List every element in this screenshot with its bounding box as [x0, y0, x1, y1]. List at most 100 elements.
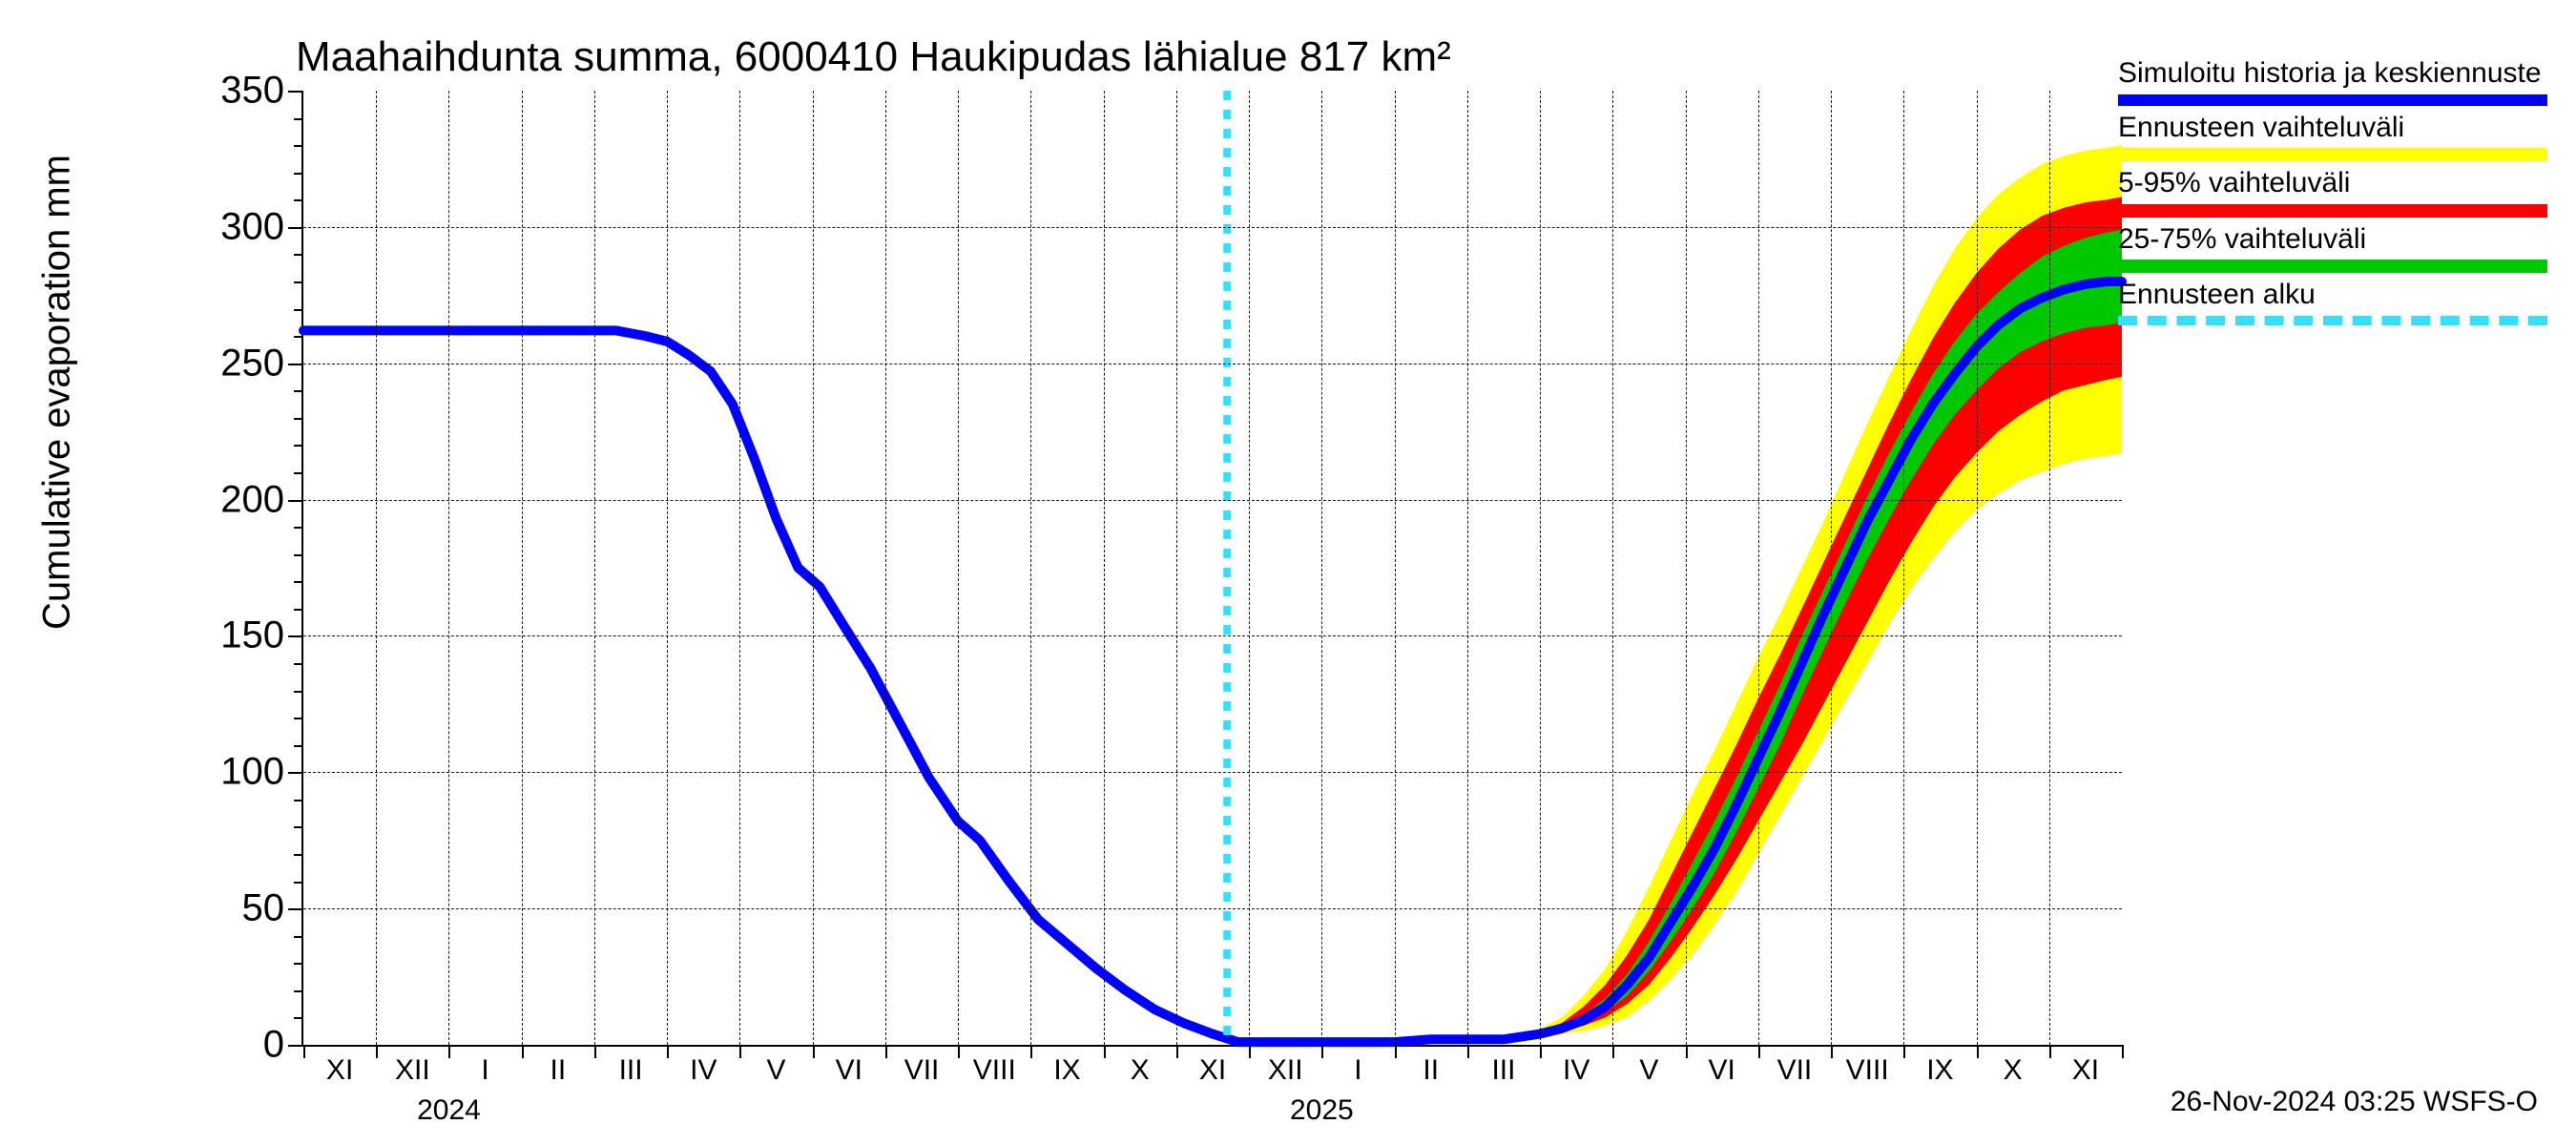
y-tick-label: 100 [220, 751, 284, 794]
legend-label: Ennusteen vaihteluväli [2118, 112, 2547, 145]
legend-swatch [2118, 260, 2547, 273]
y-minor-tick [294, 418, 303, 420]
grid-line-h [303, 500, 2122, 501]
x-tick-label: III [1491, 1054, 1515, 1087]
legend-item: Ennusteen vaihteluväli [2118, 112, 2547, 162]
x-tick-mark [1395, 1045, 1397, 1058]
y-minor-tick [294, 254, 303, 256]
y-tick-label: 0 [263, 1024, 284, 1067]
x-tick-label: VI [836, 1054, 862, 1087]
grid-line-v [667, 91, 668, 1045]
y-minor-tick [294, 173, 303, 175]
y-minor-tick [294, 145, 303, 147]
y-major-tick [288, 772, 303, 774]
y-major-tick [288, 227, 303, 229]
grid-line-v [1831, 91, 1832, 1045]
grid-line-h [303, 772, 2122, 773]
grid-line-v [376, 91, 377, 1045]
legend-label: 5-95% vaihteluväli [2118, 167, 2547, 200]
legend-label: Ennusteen alku [2118, 279, 2547, 312]
x-tick-label: II [550, 1054, 566, 1087]
x-tick-mark [885, 1045, 887, 1058]
x-tick-label: XI [1199, 1054, 1226, 1087]
y-minor-tick [294, 882, 303, 884]
y-tick-label: 150 [220, 614, 284, 657]
y-major-tick [288, 908, 303, 910]
chart-title: Maahaihdunta summa, 6000410 Haukipudas l… [296, 33, 1451, 81]
x-tick-label: III [619, 1054, 643, 1087]
x-tick-mark [1321, 1045, 1323, 1058]
y-major-tick [288, 500, 303, 502]
legend: Simuloitu historia ja keskiennuste Ennust… [2118, 57, 2547, 331]
grid-line-v [594, 91, 595, 1045]
x-tick-mark [1030, 1045, 1032, 1058]
y-major-tick [288, 364, 303, 365]
y-axis-label: Cumulative evaporation mm [36, 515, 79, 630]
x-tick-mark [1540, 1045, 1542, 1058]
x-tick-mark [1977, 1045, 1979, 1058]
grid-line-v [1321, 91, 1322, 1045]
x-tick-mark [1903, 1045, 1905, 1058]
legend-item: 5-95% vaihteluväli [2118, 167, 2547, 218]
grid-line-v [1249, 91, 1250, 1045]
x-tick-mark [1249, 1045, 1251, 1058]
x-tick-label: XII [395, 1054, 430, 1087]
x-tick-label: XII [1268, 1054, 1303, 1087]
y-minor-tick [294, 718, 303, 719]
grid-line-h [303, 908, 2122, 909]
grid-line-v [885, 91, 886, 1045]
y-minor-tick [294, 527, 303, 529]
grid-line-v [448, 91, 449, 1045]
chart-container: Maahaihdunta summa, 6000410 Haukipudas l… [0, 0, 2576, 1145]
grid-line-h [303, 635, 2122, 636]
x-year-label: 2024 [417, 1094, 481, 1127]
legend-label: 25-75% vaihteluväli [2118, 223, 2547, 257]
grid-line-v [958, 91, 959, 1045]
x-tick-mark [1176, 1045, 1178, 1058]
y-minor-tick [294, 691, 303, 693]
x-tick-label: X [1131, 1054, 1150, 1087]
grid-line-v [1686, 91, 1687, 1045]
legend-item: Ennusteen alku [2118, 279, 2547, 325]
legend-swatch [2118, 204, 2547, 218]
y-minor-tick [294, 199, 303, 201]
x-tick-mark [2049, 1045, 2051, 1058]
y-major-tick [288, 91, 303, 93]
x-tick-label: VIII [1846, 1054, 1889, 1087]
y-minor-tick [294, 445, 303, 447]
x-tick-mark [594, 1045, 596, 1058]
y-tick-label: 250 [220, 342, 284, 385]
x-tick-label: VII [904, 1054, 940, 1087]
x-tick-label: VI [1708, 1054, 1735, 1087]
x-tick-label: I [481, 1054, 488, 1087]
x-tick-label: I [1354, 1054, 1361, 1087]
grid-line-h [303, 227, 2122, 228]
legend-swatch [2118, 316, 2547, 325]
y-minor-tick [294, 800, 303, 802]
x-year-label: 2025 [1290, 1094, 1354, 1127]
y-minor-tick [294, 118, 303, 120]
x-tick-label: IX [1926, 1054, 1953, 1087]
x-tick-label: X [2004, 1054, 2023, 1087]
legend-item: 25-75% vaihteluväli [2118, 223, 2547, 274]
x-tick-mark [2122, 1045, 2124, 1058]
x-tick-mark [1612, 1045, 1614, 1058]
x-tick-mark [739, 1045, 741, 1058]
x-tick-label: IV [690, 1054, 717, 1087]
grid-line-v [1977, 91, 1978, 1045]
y-minor-tick [294, 745, 303, 747]
y-minor-tick [294, 990, 303, 992]
y-minor-tick [294, 663, 303, 665]
y-minor-tick [294, 1017, 303, 1019]
grid-line-v [1395, 91, 1396, 1045]
legend-item: Simuloitu historia ja keskiennuste [2118, 57, 2547, 106]
y-minor-tick [294, 281, 303, 283]
grid-line-v [1030, 91, 1031, 1045]
y-minor-tick [294, 472, 303, 474]
y-minor-tick [294, 309, 303, 311]
x-tick-mark [448, 1045, 450, 1058]
y-minor-tick [294, 336, 303, 338]
x-tick-mark [303, 1045, 305, 1058]
y-major-tick [288, 635, 303, 637]
grid-line-v [1758, 91, 1759, 1045]
